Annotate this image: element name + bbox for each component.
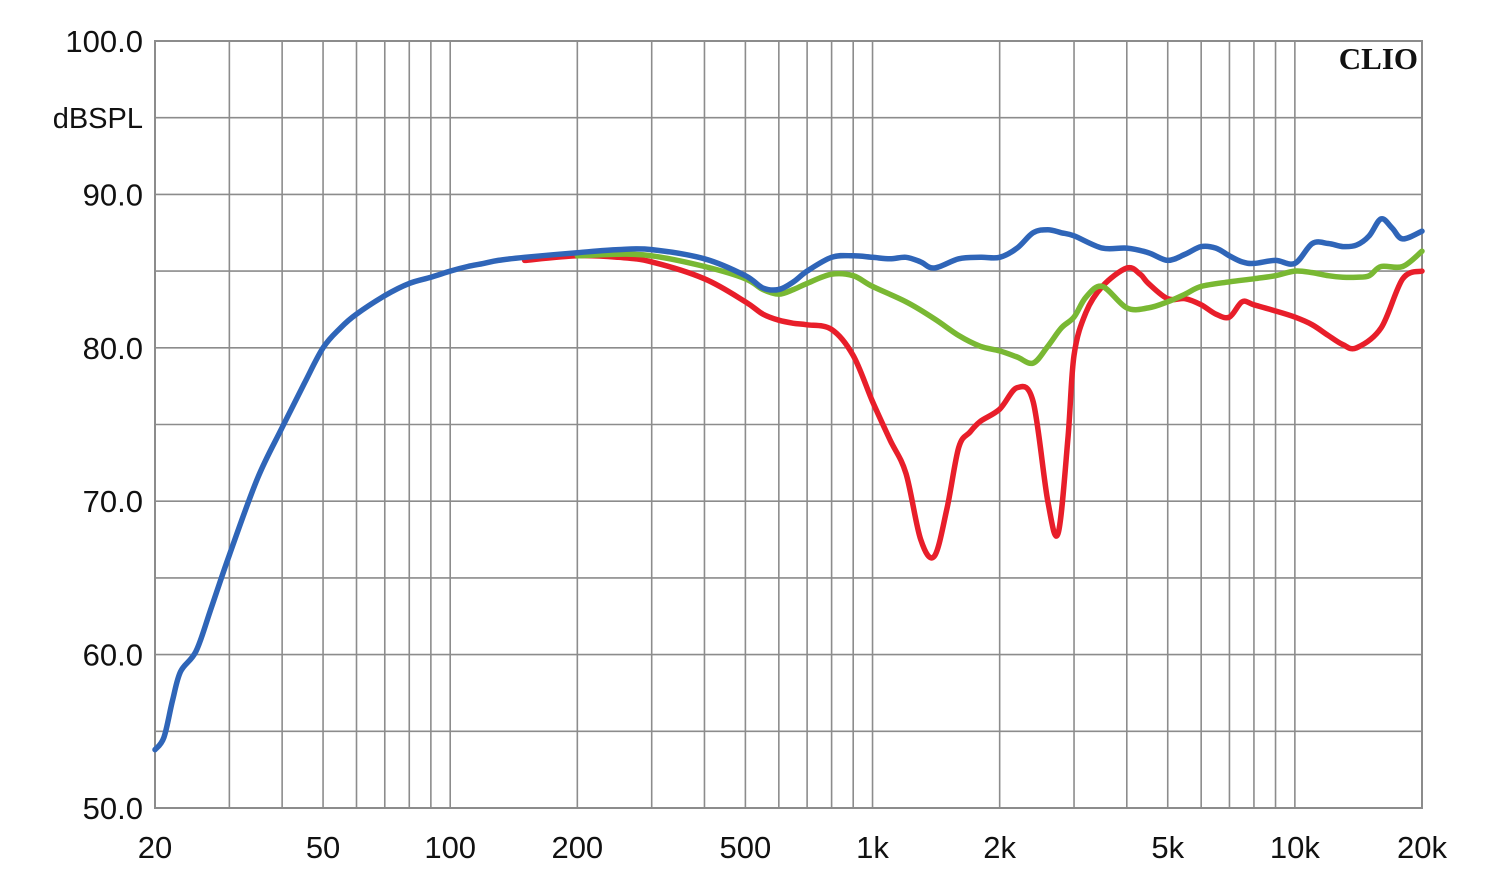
x-tick-label: 5k [1151,830,1184,865]
x-axis-tick-labels: 20 50 100 200 500 1k 2k 5k 10k 20k [138,830,1448,865]
x-tick-label: 200 [551,830,603,865]
y-axis-unit-label: dBSPL [53,103,143,135]
y-tick-label: 80.0 [83,331,143,366]
x-tick-label: 10k [1270,830,1320,865]
response-curve-2 [574,248,1425,367]
x-tick-label: 500 [720,830,772,865]
x-tick-label: 20k [1397,830,1447,865]
x-tick-label: 100 [424,830,476,865]
y-axis-tick-labels: 100.0 90.0 80.0 70.0 60.0 50.0 [65,24,143,826]
clio-brand-label: CLIO [1339,41,1418,76]
plot-grid [154,40,1423,809]
x-tick-label: 20 [138,830,172,865]
y-tick-label: 100.0 [65,24,143,59]
response-curve-3 [152,216,1425,753]
x-tick-label: 1k [856,830,889,865]
y-tick-label: 70.0 [83,484,143,519]
y-tick-label: 90.0 [83,177,143,212]
y-tick-label: 50.0 [83,791,143,826]
x-tick-label: 50 [306,830,340,865]
plot-curves [152,216,1425,753]
y-tick-label: 60.0 [83,638,143,673]
plot-area-frame [154,40,1423,809]
x-tick-label: 2k [983,830,1016,865]
response-curve-1 [521,252,1425,561]
